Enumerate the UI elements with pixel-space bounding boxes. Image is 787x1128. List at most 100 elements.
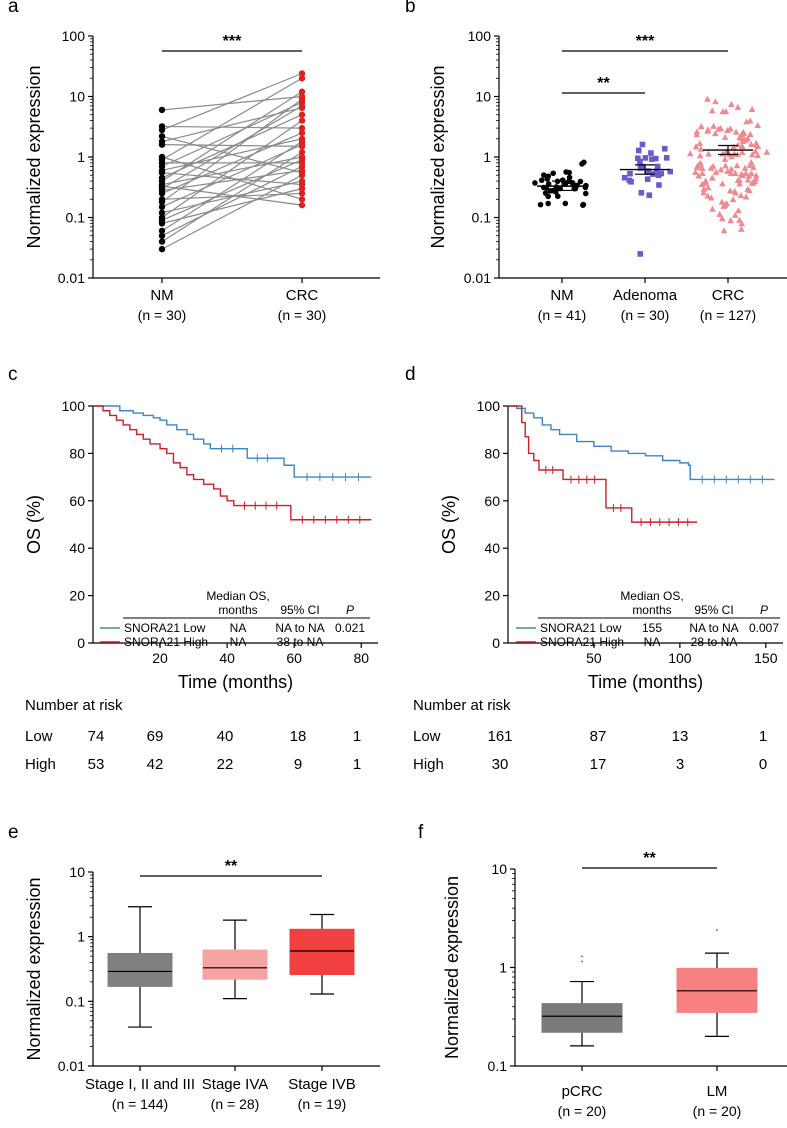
panel-a-pair-line — [161, 151, 303, 243]
panel-a-pair-line — [161, 132, 303, 194]
panel-b-point-crc — [738, 225, 745, 232]
panel-a-pair-line — [161, 98, 303, 203]
panel-a-pair-line — [161, 138, 303, 172]
panel-b-point-crc — [732, 169, 739, 176]
panel-d-table-ci: NA to NA — [689, 621, 738, 635]
panel-b-point-crc — [700, 185, 708, 192]
panel-b-point-nm — [555, 193, 561, 200]
panel-d-y-tick-label: 100 — [477, 398, 501, 414]
panel-b-point-crc — [705, 150, 712, 157]
panel-f-y-tick-label: 1 — [499, 960, 507, 976]
panel-c-y-tick-label: 40 — [69, 540, 85, 556]
panel-e-category-n: (n = 144) — [112, 1096, 168, 1112]
panel-a-point-nm — [158, 106, 166, 114]
panel-b-point-crc — [747, 158, 755, 166]
panel-d-y-tick-label: 80 — [484, 445, 500, 461]
panel-c-table-ci: NA to NA — [275, 621, 324, 635]
panel-b-point-nm — [577, 178, 584, 185]
panel-d-table-ci: 28 to NA — [691, 635, 738, 649]
panel-b-point-crc — [726, 187, 734, 194]
panel-a-point-nm — [158, 133, 166, 140]
panel-a-pair-line — [161, 91, 303, 182]
panel-b-y-tick-label: 0.01 — [464, 270, 491, 286]
panel-c-km-curve-low — [93, 405, 372, 478]
panel-b-point-adenoma — [661, 145, 668, 152]
panel-a-pair-line — [161, 125, 303, 129]
panel-a-pair-line — [161, 144, 303, 208]
panel-d-x-tick-label: 150 — [754, 650, 778, 666]
panel-a-y-tick-label: 1 — [77, 149, 85, 165]
panel-e-category-label: Stage IVA — [202, 1076, 268, 1093]
panel-a-pair-line — [161, 169, 303, 192]
panel-b-point-adenoma — [621, 174, 628, 181]
panel-f-category-label: pCRC — [562, 1083, 603, 1100]
panel-d-y-label: OS (%) — [439, 495, 459, 554]
panel-f-y-tick-label: 10 — [491, 861, 507, 877]
panel-b-point-crc — [693, 131, 701, 138]
panel-a-point-crc — [298, 143, 306, 150]
panel-b-category-n: (n = 30) — [621, 307, 670, 323]
panel-b-point-crc — [692, 143, 700, 150]
panel-d-risk-value: 13 — [672, 728, 689, 745]
panel-b-category-label: Adenoma — [613, 287, 678, 304]
panel-b-point-adenoma — [653, 155, 659, 162]
panel-b-point-crc — [745, 172, 753, 179]
panel-b-point-nm — [582, 190, 589, 197]
panel-e-category-label: Stage I, II and III — [85, 1076, 195, 1093]
panel-c-risk-value: 69 — [147, 728, 164, 745]
panel-a-point-nm — [158, 220, 166, 227]
panel-b-point-crc — [752, 172, 760, 179]
panel-b-point-crc — [746, 130, 754, 137]
panel-b-point-crc — [738, 142, 746, 150]
panel-b-point-crc — [719, 180, 726, 187]
panel-b-point-adenoma — [642, 155, 649, 161]
panel-b-point-crc — [695, 172, 702, 179]
panel-a-point-crc — [298, 117, 306, 124]
panel-b-category-n: (n = 41) — [538, 307, 587, 323]
panel-c-table-ci: 38 to NA — [277, 635, 324, 649]
panel-a-pair-line — [161, 141, 303, 232]
panel-b-point-crc — [694, 162, 702, 169]
panel-b-point-crc — [736, 180, 744, 187]
panel-b-point-crc — [752, 147, 759, 154]
panel-f-category-n: (n = 20) — [558, 1103, 607, 1119]
panel-a-point-nm — [158, 209, 166, 216]
panel-b-point-nm — [550, 170, 556, 177]
panel-c-risk-title: Number at risk — [25, 697, 123, 714]
panel-b-point-crc — [732, 128, 740, 135]
panel-b-point-crc — [712, 98, 719, 105]
panel-d-table-median: NA — [644, 635, 661, 649]
panel-b-point-adenoma — [637, 251, 644, 257]
panel-b-point-nm — [566, 169, 572, 176]
panel-c-legend-label: SNORA21 Low — [124, 621, 206, 635]
panel-d-legend-label: SNORA21 Low — [540, 621, 622, 635]
panel-d-x-label: Time (months) — [588, 672, 703, 692]
panel-e-category-n: (n = 19) — [298, 1096, 347, 1112]
panel-c-table-header-p: P — [346, 603, 354, 617]
panel-c-x-tick-label: 20 — [152, 650, 168, 666]
panel-c-x-label: Time (months) — [178, 672, 293, 692]
panel-d-km-curve-low — [508, 405, 775, 481]
panel-b-point-crc — [704, 192, 712, 199]
panel-b-point-adenoma — [638, 189, 645, 196]
panel-c-y-tick-label: 0 — [77, 635, 85, 651]
panel-b-point-crc — [716, 210, 723, 218]
panel-b-point-nm — [580, 201, 587, 208]
panel-letter-c: c — [8, 364, 18, 385]
panel-b-point-crc — [718, 198, 726, 205]
panel-b-point-nm — [562, 200, 569, 207]
panel-b-point-crc — [698, 164, 706, 171]
panel-a-pair-line — [161, 114, 303, 179]
panel-b-point-crc — [720, 202, 727, 209]
panel-b-point-nm — [553, 184, 560, 190]
panel-a-point-crc — [298, 88, 306, 95]
panel-b-point-adenoma — [663, 155, 670, 161]
panel-c-table-median: NA — [230, 621, 247, 635]
panel-b-point-adenoma — [649, 156, 655, 162]
panel-b-point-nm — [572, 185, 579, 192]
panel-b-point-crc — [741, 164, 749, 171]
panel-a-point-nm — [158, 169, 166, 176]
panel-d-y-tick-label: 0 — [492, 635, 500, 651]
panel-a-pair-line — [161, 165, 303, 237]
panel-a-y-tick-label: 100 — [62, 28, 86, 44]
